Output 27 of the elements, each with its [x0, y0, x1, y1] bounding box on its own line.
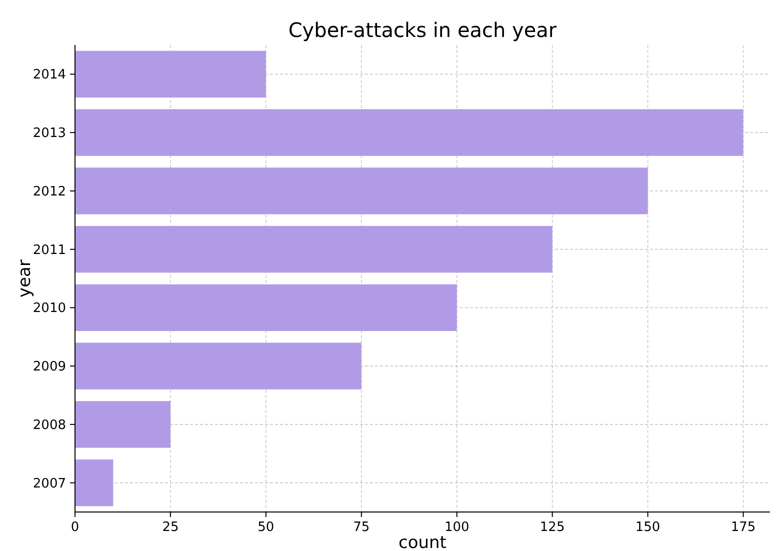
- bar: [75, 226, 552, 273]
- x-tick-label: 75: [353, 520, 370, 535]
- y-tick-label: 2008: [32, 418, 66, 433]
- bar: [75, 342, 362, 390]
- y-tick-label: 2011: [32, 242, 66, 258]
- bar: [75, 109, 744, 156]
- bar: [75, 459, 114, 506]
- y-axis-title: year: [15, 260, 35, 298]
- x-tick-label: 175: [730, 520, 756, 535]
- x-tick-label: 50: [258, 520, 274, 535]
- y-tick-label: 2012: [32, 184, 66, 200]
- x-tick-label: 150: [635, 520, 660, 535]
- bar: [75, 168, 648, 214]
- bar: [75, 50, 266, 98]
- y-tick-label: 2014: [32, 68, 66, 83]
- y-tick-label: 2013: [32, 126, 66, 142]
- chart-title: Cyber-attacks in each year: [288, 18, 558, 42]
- y-tick-label: 2009: [32, 360, 66, 375]
- bar: [75, 284, 457, 332]
- x-axis-title: count: [398, 533, 447, 551]
- x-tick-label: 125: [540, 520, 565, 535]
- y-tick-label: 2007: [32, 476, 66, 492]
- x-tick-label: 0: [70, 520, 80, 535]
- x-tick-label: 25: [162, 520, 179, 535]
- y-tick-label: 2010: [32, 301, 66, 316]
- x-tick-label: 100: [444, 520, 470, 535]
- bar: [75, 401, 170, 448]
